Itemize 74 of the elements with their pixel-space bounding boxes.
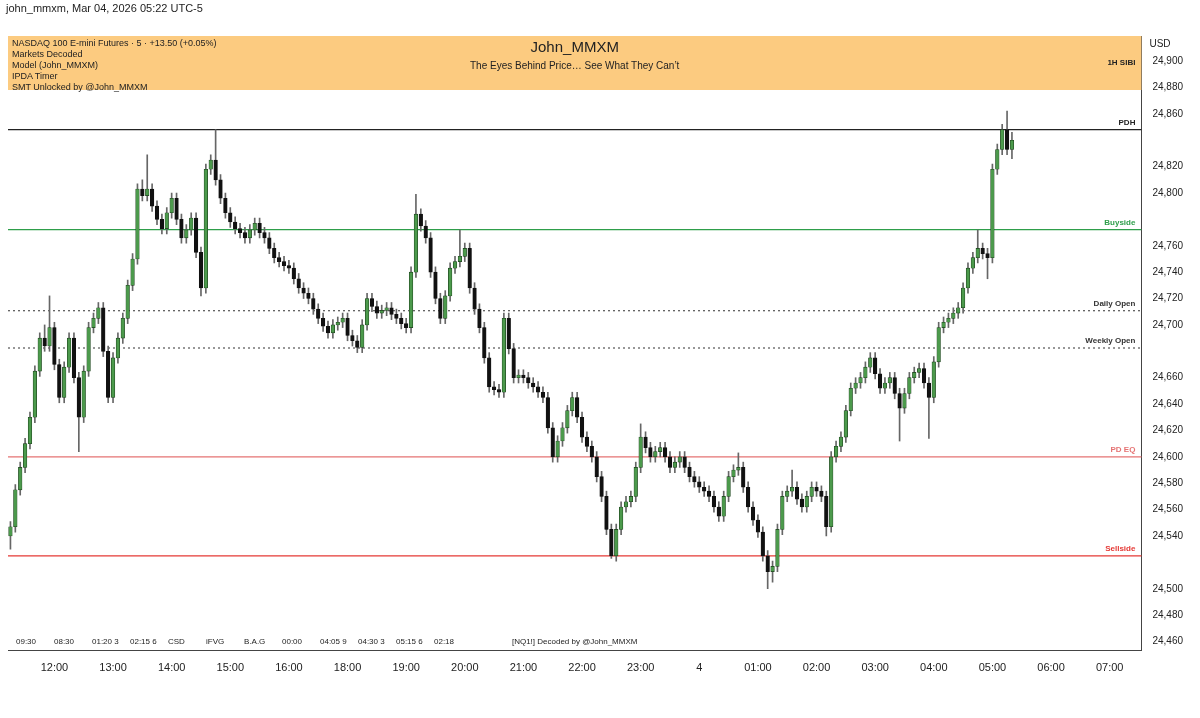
y-tick-label: 24,640: [1152, 397, 1184, 409]
y-tick-label: 24,720: [1152, 292, 1184, 304]
annotation: NASDAQ 100 E-mini Futures · 5 · +13.50 (+0.05%): [12, 38, 217, 48]
annotation: 00:00: [282, 636, 303, 646]
annotation: Model (John_MMXM): [12, 60, 99, 70]
ref-line-label: PD EQ: [1110, 445, 1136, 455]
y-tick-label: 24,660: [1152, 371, 1184, 383]
candlestick: [926, 377, 932, 439]
ref-line-label: PDH: [1118, 117, 1136, 127]
x-tick-label: 01:00: [744, 661, 772, 674]
x-tick-label: 04:00: [920, 661, 948, 674]
candlestick: [145, 154, 150, 202]
y-tick-label: 24,760: [1152, 239, 1184, 251]
annotation: Markets Decoded: [12, 49, 83, 59]
x-tick-label: 14:00: [157, 661, 186, 674]
y-tick-label: 24,880: [1152, 81, 1184, 93]
y-tick-label: 24,820: [1152, 160, 1184, 172]
y-tick-label: 24,500: [1152, 582, 1184, 594]
chart-title: John_MMXM: [529, 38, 620, 55]
y-tick-label: 24,700: [1152, 318, 1184, 330]
x-tick-label: 4: [696, 661, 703, 674]
text: john_mmxm, Mar 04, 2026 05:22 UTC-5: [6, 2, 203, 14]
y-tick-label: 24,540: [1152, 529, 1184, 541]
ref-line-label: Sellside: [1105, 544, 1136, 554]
x-tick-label: 05:00: [978, 661, 1007, 674]
x-tick-label: 12:00: [40, 661, 69, 674]
ref-line-label: Weekly Open: [1085, 336, 1136, 346]
band-label: 1H SIBI: [1107, 58, 1136, 68]
text: The Eyes Behind Price… See What They Can’t: [469, 60, 681, 71]
annotation: iFVG: [206, 636, 225, 646]
ref-line-label: Daily Open: [1093, 298, 1136, 308]
y-tick-label: 24,560: [1152, 503, 1184, 515]
y-tick-label: 24,600: [1152, 450, 1184, 462]
annotation: CSD: [168, 636, 185, 646]
annotation: 05:15 6: [396, 636, 423, 646]
x-tick-label: 20:00: [451, 661, 479, 674]
x-tick-label: 19:00: [392, 661, 420, 674]
y-tick-label: 24,800: [1152, 186, 1184, 198]
annotation: 08:30: [54, 636, 75, 646]
y-tick-label: 24,900: [1152, 54, 1184, 66]
candlestick: [531, 377, 536, 393]
candlestick: [789, 469, 795, 497]
x-tick-label: 18:00: [333, 661, 362, 674]
x-tick-label: 22:00: [568, 661, 596, 674]
annotation: 02:18: [434, 636, 455, 646]
x-tick-label: 07:00: [1095, 661, 1124, 674]
y-axis-title: USD: [1149, 38, 1171, 49]
x-tick-label: 03:00: [861, 661, 889, 674]
annotation: 04:05 9: [320, 636, 347, 646]
annotation: 02:15 6: [130, 636, 157, 646]
x-tick-label: 16:00: [275, 661, 303, 674]
x-tick-label: 06:00: [1037, 661, 1065, 674]
annotation: SMT Unlocked by @John_MMXM: [12, 82, 148, 92]
candlestick: [491, 381, 497, 396]
y-tick-label: 24,460: [1152, 635, 1184, 647]
annotation: 04:30 3: [358, 636, 385, 646]
candlestick: [335, 316, 340, 331]
ref-line-label: Buyside: [1104, 217, 1136, 227]
annotation: 01:20 3: [92, 636, 119, 646]
x-tick-label: 15:00: [216, 661, 245, 674]
y-tick-label: 24,480: [1152, 608, 1184, 620]
annotation: [NQ1!] Decoded by @John_MMXM: [511, 636, 638, 646]
y-tick-label: 24,860: [1152, 107, 1184, 119]
annotation: IPDA Timer: [12, 71, 58, 81]
x-tick-label: 02:00: [802, 661, 831, 674]
x-tick-label: 23:00: [626, 661, 655, 674]
y-tick-label: 24,740: [1152, 265, 1184, 277]
y-tick-label: 24,580: [1152, 477, 1184, 488]
y-tick-label: 24,620: [1152, 424, 1184, 436]
x-tick-label: 13:00: [99, 661, 127, 674]
candlestick: [379, 304, 384, 319]
annotation: 09:30: [16, 636, 37, 646]
annotation: B.A.G: [244, 636, 266, 646]
x-tick-label: 21:00: [509, 661, 538, 674]
